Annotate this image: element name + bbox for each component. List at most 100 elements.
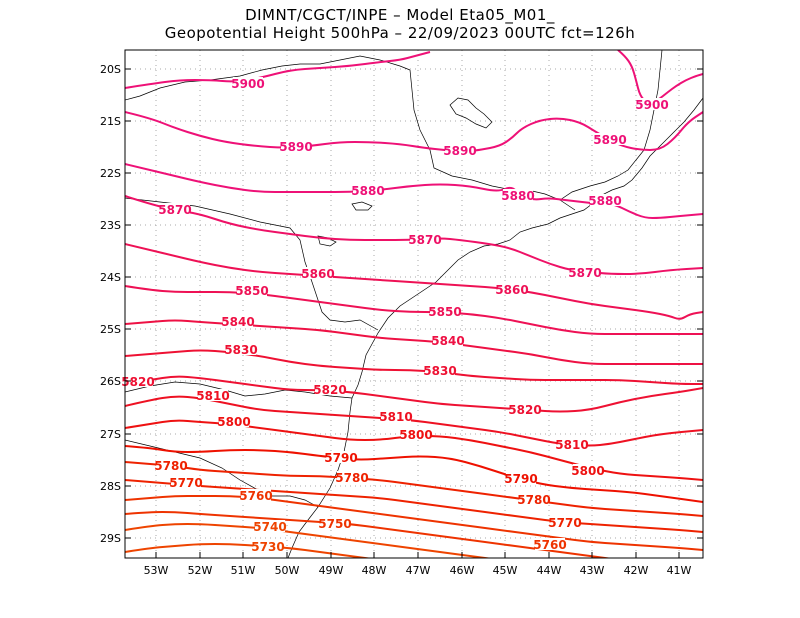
contour-label-5820-1: 5820 bbox=[121, 375, 154, 389]
contour-label-5810-2: 5810 bbox=[379, 410, 412, 424]
contour-label-bg-5750-1 bbox=[320, 517, 350, 529]
contour-label-5820-2: 5820 bbox=[313, 383, 346, 397]
plot-frame bbox=[124, 49, 704, 559]
contour-label-5800-2: 5800 bbox=[399, 428, 432, 442]
contour-line-5850 bbox=[125, 285, 703, 335]
contour-label-bg-5820-3 bbox=[510, 403, 540, 415]
contour-lines bbox=[125, 50, 703, 558]
contour-label-bg-5780-3 bbox=[519, 493, 549, 505]
contour-label-bg-5780-2 bbox=[337, 471, 367, 483]
contour-label-bg-5870-1 bbox=[160, 203, 190, 215]
contour-label-bg-5820-1 bbox=[123, 375, 153, 387]
contour-label-5760-1: 5760 bbox=[239, 489, 272, 503]
contour-label-5730-1: 5730 bbox=[251, 540, 284, 554]
contour-label-bg-5810-1 bbox=[198, 389, 228, 401]
contour-label-5740-1: 5740 bbox=[253, 520, 286, 534]
contour-label-bg-5760-1 bbox=[241, 489, 271, 501]
contour-label-bg-5850-1 bbox=[237, 284, 267, 296]
contour-label-bg-5890-2 bbox=[445, 144, 475, 156]
contour-label-5870-3: 5870 bbox=[568, 266, 601, 280]
contour-label-5890-1: 5890 bbox=[279, 140, 312, 154]
lat-axis bbox=[125, 68, 703, 539]
contour-line-5900-2 bbox=[617, 50, 703, 104]
lon-label-52w: 52W bbox=[188, 564, 213, 577]
contour-label-5880-3: 5880 bbox=[588, 194, 621, 208]
contour-label-5880-2: 5880 bbox=[501, 189, 534, 203]
contour-label-5820-3: 5820 bbox=[508, 403, 541, 417]
lake-reservoir-2 bbox=[351, 201, 373, 211]
contour-label-5830-1: 5830 bbox=[224, 343, 257, 357]
contour-line-5770 bbox=[125, 479, 703, 533]
lon-label-50w: 50W bbox=[275, 564, 300, 577]
contour-line-5830 bbox=[125, 349, 703, 385]
contour-label-5810-1: 5810 bbox=[196, 389, 229, 403]
contour-label-bg-5790-1 bbox=[326, 451, 356, 463]
contour-label-bg-5860-1 bbox=[303, 267, 333, 279]
lat-label-26s: 26S bbox=[100, 375, 121, 388]
contour-label-bg-5900-1 bbox=[233, 77, 263, 89]
contour-label-bg-5840-1 bbox=[223, 315, 253, 327]
state-border-pr-sc bbox=[125, 381, 353, 399]
lon-label-51w: 51W bbox=[231, 564, 256, 577]
contour-label-5780-1: 5780 bbox=[154, 459, 187, 473]
contour-label-5800-3: 5800 bbox=[571, 464, 604, 478]
contour-label-bg-5860-2 bbox=[497, 283, 527, 295]
contour-label-5880-1: 5880 bbox=[351, 184, 384, 198]
contour-label-5860-2: 5860 bbox=[495, 283, 528, 297]
lon-label-48w: 48W bbox=[362, 564, 387, 577]
contour-label-bg-5830-2 bbox=[425, 364, 455, 376]
lat-label-21s: 21S bbox=[100, 115, 121, 128]
contour-label-bg-5900-2 bbox=[637, 98, 667, 110]
contour-line-5750 bbox=[125, 510, 613, 558]
contour-label-bg-5840-2 bbox=[433, 334, 463, 346]
contour-line-5840 bbox=[125, 319, 703, 366]
contour-label-bg-5740-1 bbox=[255, 520, 285, 532]
contour-label-5840-1: 5840 bbox=[221, 315, 254, 329]
lon-label-47w: 47W bbox=[406, 564, 431, 577]
state-border-sp-pr bbox=[125, 197, 379, 331]
contour-label-bg-5770-2 bbox=[550, 516, 580, 528]
contour-label-bg-5800-2 bbox=[401, 428, 431, 440]
contour-label-bg-5850-2 bbox=[430, 305, 460, 317]
lat-label-24s: 24S bbox=[100, 271, 121, 284]
contour-label-5890-3: 5890 bbox=[593, 133, 626, 147]
lat-label-20s: 20S bbox=[100, 63, 121, 76]
contour-label-5840-2: 5840 bbox=[431, 334, 464, 348]
coastline-borders bbox=[125, 50, 703, 558]
contour-label-5870-2: 5870 bbox=[408, 233, 441, 247]
contour-label-bg-5890-1 bbox=[281, 140, 311, 152]
contour-line-5900-1 bbox=[125, 51, 431, 89]
contour-line-5760 bbox=[125, 495, 703, 551]
contour-label-5900-2: 5900 bbox=[635, 98, 668, 112]
contour-label-5790-2: 5790 bbox=[504, 472, 537, 486]
contour-line-5740 bbox=[125, 522, 493, 558]
contour-label-bg-5790-2 bbox=[506, 472, 536, 484]
contour-line-5890 bbox=[125, 111, 703, 153]
contour-labels: 5900 5900 5890 5890 5890 5880 5880 5880 5870 5870… bbox=[121, 77, 669, 554]
contour-label-bg-5800-1 bbox=[219, 415, 249, 427]
contour-label-bg-5800-3 bbox=[573, 464, 603, 476]
contour-label-bg-5830-1 bbox=[226, 343, 256, 355]
lat-label-28s: 28S bbox=[100, 480, 121, 493]
contour-label-bg-5880-2 bbox=[503, 189, 533, 201]
lon-label-44w: 44W bbox=[537, 564, 562, 577]
map-title-line2: Geopotential Height 500hPa – 22/09/2023 … bbox=[164, 24, 636, 42]
lon-label-41w: 41W bbox=[667, 564, 692, 577]
contour-label-bg-5770-1 bbox=[171, 476, 201, 488]
contour-label-5770-2: 5770 bbox=[548, 516, 581, 530]
lon-label-42w: 42W bbox=[624, 564, 649, 577]
contour-label-bg-5730-1 bbox=[253, 540, 283, 552]
contour-label-bg-5880-3 bbox=[590, 194, 620, 206]
lake-reservoir-1 bbox=[449, 97, 493, 129]
contour-label-5870-1: 5870 bbox=[158, 203, 191, 217]
contour-label-bg-5820-2 bbox=[315, 383, 345, 395]
contour-label-bg-5870-2 bbox=[410, 233, 440, 245]
contour-label-5750-1: 5750 bbox=[318, 517, 351, 531]
contour-label-bg-5780-1 bbox=[156, 459, 186, 471]
contour-label-5850-1: 5850 bbox=[235, 284, 268, 298]
lon-axis bbox=[155, 552, 680, 558]
contour-label-5780-2: 5780 bbox=[335, 471, 368, 485]
contour-line-5880 bbox=[125, 163, 703, 220]
contour-line-5730 bbox=[125, 542, 373, 558]
